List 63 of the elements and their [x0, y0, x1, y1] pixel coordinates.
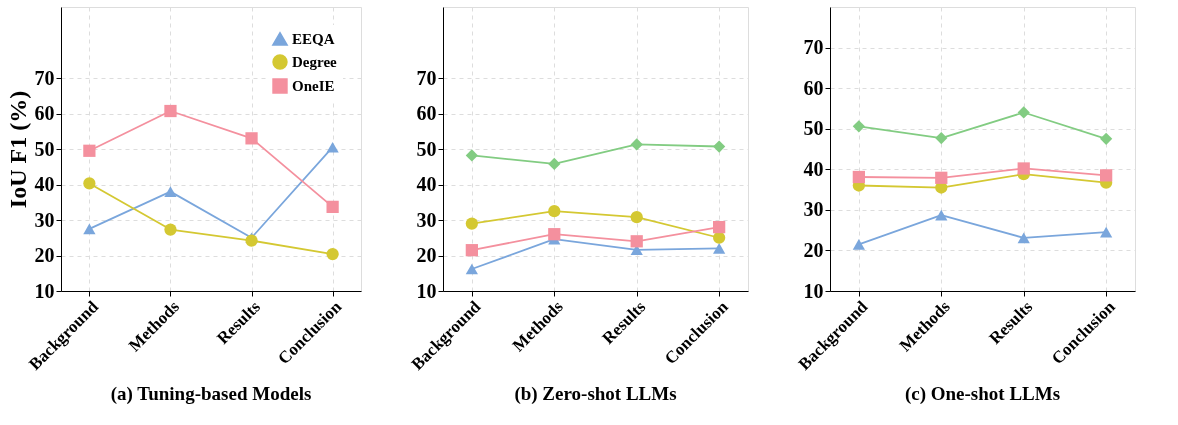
y-tick-label: 70	[803, 36, 824, 59]
point	[83, 177, 96, 190]
y-tick-label: 70	[416, 66, 437, 89]
point	[326, 200, 339, 213]
legend-label: EEQA	[292, 31, 335, 47]
point	[245, 132, 258, 145]
point	[630, 211, 643, 224]
point	[1017, 232, 1030, 244]
y-tick-label: 70	[34, 66, 55, 89]
point	[852, 120, 865, 133]
point	[164, 223, 177, 236]
y-tick-label: 20	[416, 244, 437, 266]
y-tick-label: 40	[34, 173, 55, 195]
point	[465, 149, 478, 162]
y-tick-label: 30	[803, 198, 824, 221]
point	[852, 170, 865, 184]
point	[935, 171, 948, 184]
point	[548, 228, 561, 241]
point	[935, 209, 948, 221]
y-axis-title: IoU F1 (%)	[4, 90, 31, 209]
text: (b) Zero-shot LLMs	[514, 382, 677, 405]
y-tick-label: 50	[416, 137, 437, 160]
y-tick-label: 50	[34, 137, 55, 160]
point	[713, 243, 726, 254]
y-tick-label: 10	[416, 279, 437, 302]
y-tick-label: 50	[803, 117, 824, 140]
y-tick-label: 30	[34, 208, 55, 231]
y-tick-label: 60	[34, 102, 55, 124]
point	[326, 141, 339, 153]
point	[548, 157, 561, 171]
point	[83, 144, 96, 157]
y-tick-label: 30	[416, 208, 437, 231]
point	[935, 131, 948, 145]
point	[1017, 162, 1030, 175]
y-tick-label: 60	[416, 102, 437, 124]
point	[1100, 169, 1113, 182]
point	[1017, 106, 1030, 119]
point	[713, 140, 726, 153]
y-tick-label: 40	[416, 173, 437, 195]
y-tick-label: 40	[803, 157, 824, 180]
y-tick-label: 20	[34, 244, 55, 266]
point	[1100, 132, 1113, 145]
point	[630, 138, 643, 151]
point	[164, 186, 177, 197]
y-tick-label: 10	[803, 279, 824, 302]
y-tick-label: 20	[803, 238, 824, 261]
point	[852, 239, 865, 250]
point	[164, 104, 177, 118]
y-tick-label: 10	[34, 279, 55, 302]
point	[1100, 226, 1113, 238]
point	[465, 217, 478, 230]
y-tick-label: 60	[803, 76, 824, 99]
point	[713, 220, 726, 234]
point	[83, 223, 96, 235]
text: (a) Tuning-based Models	[110, 382, 312, 405]
legend-label: OneIE	[292, 78, 335, 94]
legend-label: Degree	[292, 54, 338, 70]
point	[465, 263, 478, 275]
point	[630, 235, 643, 248]
point	[548, 205, 561, 218]
point	[326, 247, 339, 261]
text: (c) One-shot LLMs	[904, 382, 1061, 405]
point	[465, 244, 478, 257]
